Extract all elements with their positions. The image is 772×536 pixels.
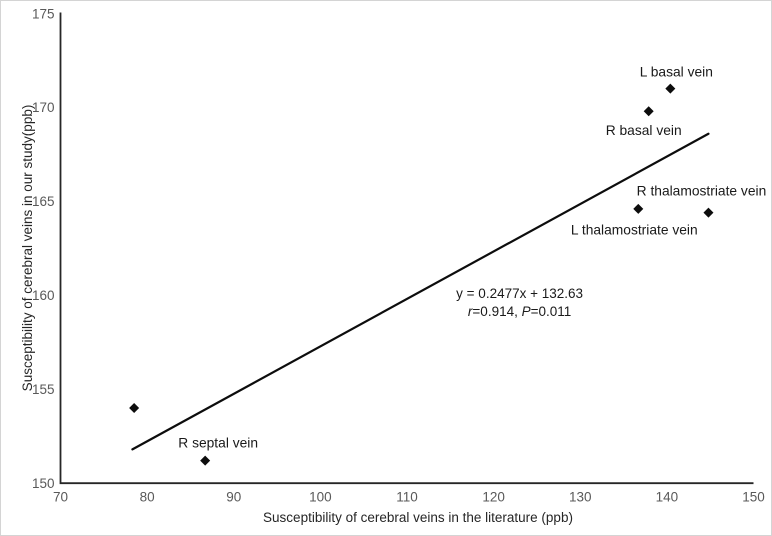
equation-text: y = 0.2477x + 132.63 — [456, 286, 583, 301]
data-point-diamond-0 — [129, 403, 140, 414]
stats-segment-0: r — [468, 304, 473, 319]
y-tick-label-3: 165 — [32, 194, 55, 209]
x-tick-label-1: 80 — [140, 490, 155, 505]
y-axis-title: Susceptibility of cerebral veins in our … — [20, 105, 35, 392]
stats-segment-3: =0.011 — [531, 304, 572, 319]
x-tick-label-6: 130 — [569, 490, 592, 505]
point-label-r-thalamostriate-vein: R thalamostriate vein — [637, 183, 767, 198]
y-tick-label-2: 160 — [32, 288, 55, 303]
stats-segment-2: P — [522, 304, 531, 319]
data-point-diamond-2 — [633, 203, 644, 214]
point-label-r-basal-vein: R basal vein — [606, 123, 682, 138]
data-point-diamond-5 — [665, 83, 676, 94]
point-label-r-septal-vein: R septal vein — [178, 435, 258, 450]
y-tick-label-0: 150 — [32, 476, 55, 491]
x-tick-label-7: 140 — [656, 490, 679, 505]
point-label-l-basal-vein: L basal vein — [640, 64, 713, 79]
x-tick-label-8: 150 — [742, 490, 765, 505]
stats-segment-1: =0.914, — [472, 304, 521, 319]
y-tick-label-4: 170 — [32, 100, 55, 115]
axes-lines — [59, 12, 754, 485]
x-tick-label-5: 120 — [482, 490, 505, 505]
y-tick-label-5: 175 — [32, 6, 55, 21]
x-axis-title: Susceptibility of cerebral veins in the … — [263, 510, 573, 525]
data-point-diamond-1 — [200, 455, 211, 466]
data-point-diamond-3 — [703, 207, 714, 218]
x-tick-label-3: 100 — [309, 490, 332, 505]
stats-text: r=0.914, P=0.011 — [468, 304, 571, 319]
x-tick-label-0: 70 — [53, 490, 68, 505]
x-tick-label-4: 110 — [396, 490, 418, 505]
y-tick-label-1: 155 — [32, 382, 55, 397]
point-label-l-thalamostriate-vein: L thalamostriate vein — [571, 223, 698, 238]
trend-line — [131, 132, 710, 451]
x-tick-label-2: 90 — [226, 490, 241, 505]
data-point-diamond-4 — [643, 106, 654, 117]
